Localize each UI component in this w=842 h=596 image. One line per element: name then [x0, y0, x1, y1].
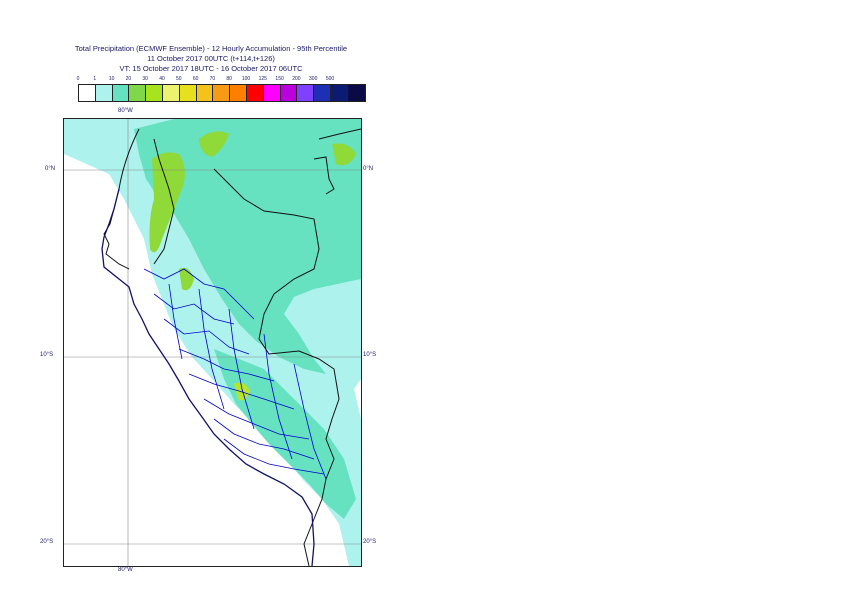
legend-swatch	[179, 85, 197, 101]
lon-label-top: 80°W	[118, 108, 133, 114]
legend-swatch	[129, 85, 147, 101]
graticule	[64, 119, 361, 566]
legend-swatch	[263, 85, 281, 101]
country-borders	[103, 128, 361, 566]
legend-swatch	[246, 85, 264, 101]
precip-core-mid	[234, 382, 250, 401]
precip-area-light-west	[64, 119, 104, 149]
valid-time: VT: 15 October 2017 18UTC - 16 October 2…	[119, 64, 303, 73]
legend-label: 10	[108, 76, 115, 82]
legend-labels: 0 1 10 20 30 40 50 60 70 80 100 125 150 200 300 500	[70, 76, 360, 84]
legend-label: 50	[176, 76, 182, 82]
legend-label: 60	[192, 76, 199, 82]
admin-borders	[143, 268, 327, 480]
lat-label-left-10s: 10°S	[40, 352, 54, 358]
coastline	[101, 188, 315, 566]
legend-label: 20	[125, 76, 132, 82]
legend-label: 100	[241, 76, 251, 82]
legend-label: 40	[159, 76, 165, 82]
legend-swatch	[95, 85, 113, 101]
legend-label: 70	[209, 76, 216, 82]
lat-label-right-10s: 10°S	[363, 352, 377, 358]
legend-label: 300	[309, 76, 318, 82]
legend-swatch	[213, 85, 231, 101]
precip-core-east	[332, 143, 356, 166]
legend-label: 500	[325, 76, 335, 82]
precip-core-north	[149, 152, 185, 253]
lat-label-right-20s: 20°S	[363, 539, 377, 545]
legend-label: 200	[292, 76, 301, 82]
lat-label-right-0n: 0°N	[363, 166, 374, 172]
legend-swatch	[347, 85, 365, 101]
legend-swatch	[112, 85, 130, 101]
legend-swatch	[146, 85, 163, 101]
legend-swatch	[79, 85, 96, 101]
lat-label-left-0n: 0°N	[45, 166, 56, 172]
run-date: 11 October 2017 00UTC (t+114,t+126)	[147, 54, 275, 63]
precip-core-northeast	[199, 131, 229, 157]
precipitation-map[interactable]	[63, 118, 362, 567]
legend-swatch	[297, 85, 315, 101]
legend-label: 30	[142, 76, 148, 82]
legend-label: 1	[93, 76, 97, 82]
legend-label: 80	[226, 76, 232, 82]
lon-label-bottom: 80°W	[118, 567, 133, 573]
legend-label: 0	[76, 76, 80, 82]
legend-swatch	[196, 85, 214, 101]
legend-label: 150	[275, 76, 284, 82]
legend-swatch	[230, 85, 247, 101]
color-legend	[78, 84, 366, 102]
precip-area-medium	[134, 119, 361, 374]
lat-label-left-20s: 20°S	[40, 539, 54, 545]
map-title: Total Precipitation (ECMWF Ensemble) - 1…	[74, 44, 348, 53]
legend-label: 125	[258, 76, 267, 82]
legend-swatch	[314, 85, 331, 101]
map-canvas	[64, 119, 361, 566]
legend-swatch	[330, 85, 348, 101]
legend-swatch	[162, 85, 180, 101]
legend-swatch	[280, 85, 298, 101]
